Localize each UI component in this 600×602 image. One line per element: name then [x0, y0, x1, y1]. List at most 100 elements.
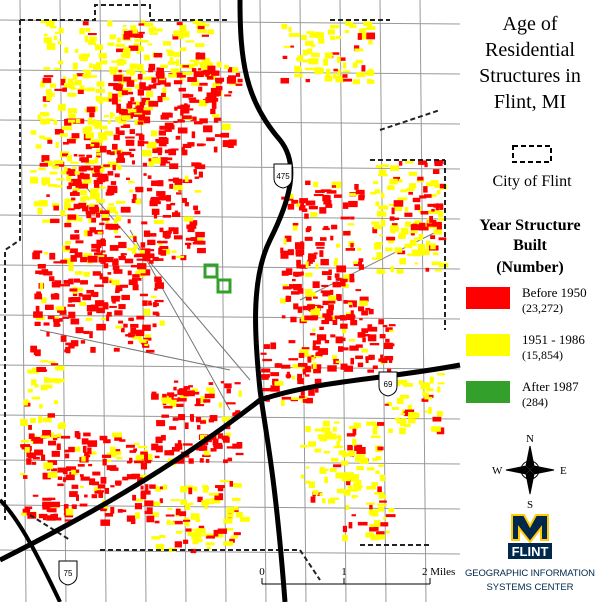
patch	[56, 443, 61, 450]
patch	[33, 436, 44, 444]
patch	[198, 82, 208, 86]
patch	[382, 523, 389, 527]
patch	[68, 81, 75, 89]
road	[299, 0, 307, 602]
patch	[155, 486, 161, 492]
patch	[80, 476, 90, 481]
patch	[418, 160, 427, 165]
patch	[366, 485, 377, 490]
patch	[96, 149, 100, 153]
patch	[108, 223, 119, 230]
patch	[316, 334, 327, 341]
patch	[422, 391, 426, 397]
patch	[160, 159, 166, 166]
legend-label: After 1987	[522, 379, 579, 394]
patch	[201, 34, 210, 37]
patch	[290, 291, 300, 295]
patch	[41, 297, 47, 304]
patch	[208, 501, 214, 505]
patch	[430, 243, 436, 250]
patch	[48, 361, 56, 364]
patch	[327, 29, 335, 35]
patch	[226, 388, 231, 394]
patch	[113, 229, 119, 234]
legend-count: (284)	[522, 395, 548, 409]
patch	[233, 532, 241, 536]
patch	[47, 118, 54, 121]
patch	[340, 363, 348, 370]
patch	[276, 363, 280, 368]
patch	[141, 149, 152, 157]
patch	[437, 382, 445, 385]
patch	[147, 239, 156, 246]
patch	[169, 183, 174, 189]
patch	[235, 452, 244, 456]
patch	[367, 369, 374, 373]
patch	[99, 136, 104, 143]
patch	[97, 231, 103, 234]
patch	[116, 157, 126, 163]
road	[39, 329, 231, 371]
patch	[389, 359, 393, 363]
patch	[71, 133, 80, 139]
patch	[351, 494, 356, 499]
patch	[142, 86, 152, 91]
patch	[297, 306, 303, 313]
patch	[155, 445, 163, 453]
patch	[62, 477, 67, 482]
patch	[357, 332, 366, 338]
patch	[418, 226, 429, 231]
patch	[84, 69, 92, 75]
patch	[89, 36, 97, 42]
patch	[340, 323, 348, 329]
patch	[170, 202, 176, 206]
patch	[190, 237, 198, 242]
patch	[109, 70, 117, 75]
patch	[67, 155, 72, 162]
patch	[155, 258, 164, 261]
patch	[144, 459, 152, 464]
patch	[211, 114, 220, 118]
patch	[148, 249, 155, 252]
patch	[47, 183, 58, 187]
patch	[160, 114, 169, 120]
patch	[294, 73, 303, 78]
patch	[204, 393, 215, 399]
patch	[175, 530, 183, 534]
logo-line: GEOGRAPHIC INFORMATION	[465, 568, 595, 579]
patch	[173, 80, 183, 85]
patch	[310, 355, 316, 359]
patch	[118, 241, 127, 249]
patch	[64, 449, 69, 453]
patch	[43, 75, 54, 78]
patch	[103, 134, 108, 141]
patch	[335, 277, 342, 281]
patch	[105, 278, 113, 281]
patch	[135, 253, 145, 258]
patch	[143, 449, 148, 452]
patch	[96, 198, 105, 203]
patch	[78, 54, 84, 60]
patch	[84, 126, 93, 132]
patch	[426, 223, 434, 226]
patch	[49, 25, 57, 29]
patch	[94, 244, 102, 248]
patch	[310, 212, 318, 217]
patch	[43, 271, 53, 276]
patch	[409, 230, 418, 234]
patch	[357, 33, 362, 40]
patch	[131, 334, 140, 337]
patch	[353, 261, 363, 267]
patch	[359, 457, 369, 464]
patch	[281, 364, 291, 369]
patch	[235, 83, 243, 86]
patch	[396, 269, 404, 274]
patch	[359, 300, 368, 306]
patch	[57, 467, 67, 473]
patch	[49, 171, 58, 175]
patch	[122, 28, 128, 33]
patch	[291, 375, 296, 380]
patch	[155, 436, 163, 444]
patch	[117, 92, 123, 98]
patch	[216, 278, 232, 294]
